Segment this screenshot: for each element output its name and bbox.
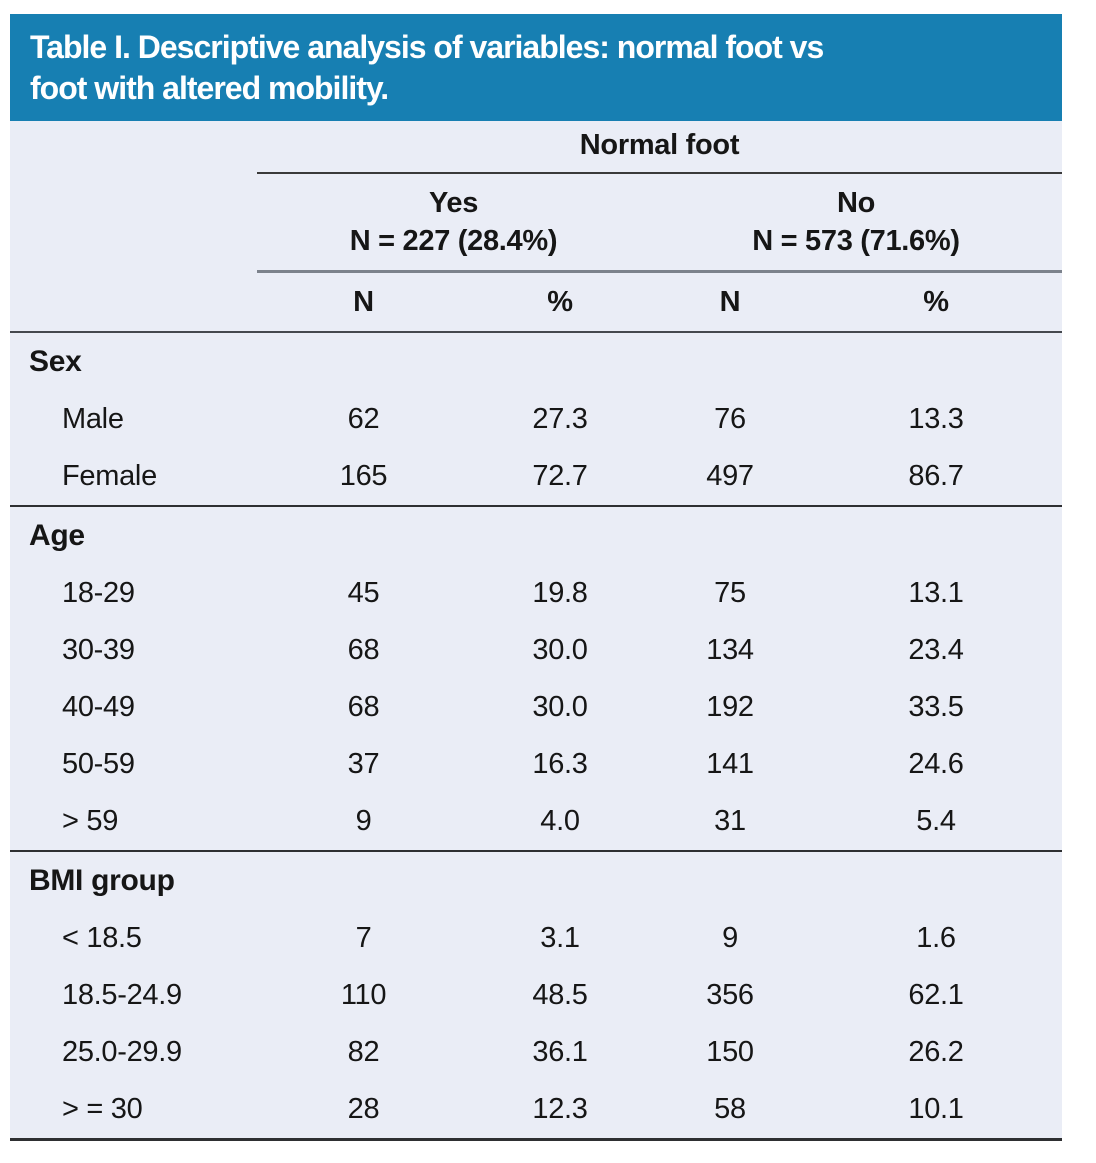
cell-value: 141	[706, 748, 754, 780]
cell-value: 36.1	[532, 1036, 588, 1068]
cell-value: 5.4	[916, 805, 956, 837]
section-header: Sex	[29, 345, 82, 378]
no-group-label: No	[836, 187, 876, 219]
group-header-underline	[257, 270, 1062, 273]
cell-value: 19.8	[532, 577, 588, 609]
row-label: > = 30	[62, 1093, 143, 1125]
subheader-yes-pct: %	[547, 285, 573, 318]
row-label: 50-59	[62, 748, 135, 780]
cell-value: 9	[722, 922, 738, 954]
normal-foot-group-header: Normal foot	[579, 129, 740, 161]
cell-value: 16.3	[532, 748, 588, 780]
section-divider	[10, 850, 1062, 852]
cell-value: 26.2	[908, 1036, 964, 1068]
yes-group-count: N = 227 (28.4%)	[349, 225, 558, 257]
cell-value: 68	[347, 634, 380, 666]
cell-value: 30.0	[532, 691, 588, 723]
cell-value: 68	[347, 691, 380, 723]
cell-value: 165	[339, 460, 388, 492]
section-divider	[10, 505, 1062, 507]
cell-value: 13.1	[908, 577, 964, 609]
cell-value: 110	[340, 979, 387, 1011]
table-sheet: Table I. Descriptive analysis of variabl…	[10, 14, 1062, 1141]
cell-value: 356	[706, 979, 754, 1011]
table-title-line-1: Table I. Descriptive analysis of variabl…	[30, 29, 824, 65]
cell-value: 37	[347, 748, 380, 780]
cell-value: 27.3	[532, 403, 588, 435]
cell-value: 72.7	[532, 460, 588, 492]
table-title-bar: Table I. Descriptive analysis of variabl…	[10, 14, 1062, 121]
row-label: 18.5-24.9	[62, 979, 182, 1011]
cell-value: 62	[347, 403, 380, 435]
cell-value: 13.3	[908, 403, 964, 435]
cell-value: 48.5	[532, 979, 588, 1011]
cell-value: 58	[714, 1093, 746, 1125]
cell-value: 82	[347, 1036, 380, 1068]
row-label: > 59	[62, 805, 119, 837]
cell-value: 134	[706, 634, 754, 666]
row-label: 40-49	[62, 691, 135, 723]
cell-value: 4.0	[540, 805, 580, 837]
row-label: Female	[62, 460, 157, 492]
subheader-no-pct: %	[923, 285, 949, 318]
data-table: Normal foot Yes N = 227 (28.4%) No N = 5…	[10, 121, 1062, 1141]
no-group-header: No N = 573 (71.6%)	[650, 174, 1062, 270]
cell-value: 3.1	[540, 922, 580, 954]
cell-value: 24.6	[908, 748, 964, 780]
cell-value: 12.3	[532, 1093, 588, 1125]
spacer-cell	[10, 273, 257, 331]
spacer-cell	[10, 121, 257, 172]
row-label: 30-39	[62, 634, 135, 666]
subheader-yes-n: N	[353, 285, 374, 318]
cell-value: 45	[347, 577, 380, 609]
cell-value: 75	[714, 577, 746, 609]
cell-value: 192	[706, 691, 754, 723]
row-label: 18-29	[62, 577, 135, 609]
table-bottom-border	[10, 1138, 1062, 1141]
cell-value: 28	[347, 1093, 380, 1125]
no-group-count: N = 573 (71.6%)	[752, 225, 960, 257]
subheader-no-n: N	[719, 285, 741, 318]
cell-value: 9	[355, 805, 372, 837]
cell-value: 31	[714, 805, 746, 837]
subheader-underline	[10, 331, 1062, 333]
row-label: < 18.5	[62, 922, 142, 954]
normal-foot-underline	[257, 172, 1062, 174]
cell-value: 62.1	[908, 979, 964, 1011]
yes-group-label: Yes	[428, 187, 479, 219]
cell-value: 23.4	[908, 634, 964, 666]
section-header: BMI group	[29, 864, 175, 897]
spacer-cell	[10, 174, 257, 270]
row-label: Male	[62, 403, 124, 435]
cell-value: 1.6	[916, 922, 956, 954]
cell-value: 497	[706, 460, 754, 492]
section-header: Age	[29, 519, 85, 552]
yes-group-header: Yes N = 227 (28.4%)	[257, 174, 650, 270]
cell-value: 76	[714, 403, 746, 435]
cell-value: 33.5	[908, 691, 964, 723]
cell-value: 86.7	[908, 460, 964, 492]
cell-value: 30.0	[532, 634, 588, 666]
table-title-line-2: foot with altered mobility.	[30, 70, 389, 106]
cell-value: 10.1	[908, 1093, 964, 1125]
cell-value: 7	[355, 922, 372, 954]
row-label: 25.0-29.9	[62, 1036, 182, 1068]
cell-value: 150	[706, 1036, 754, 1068]
